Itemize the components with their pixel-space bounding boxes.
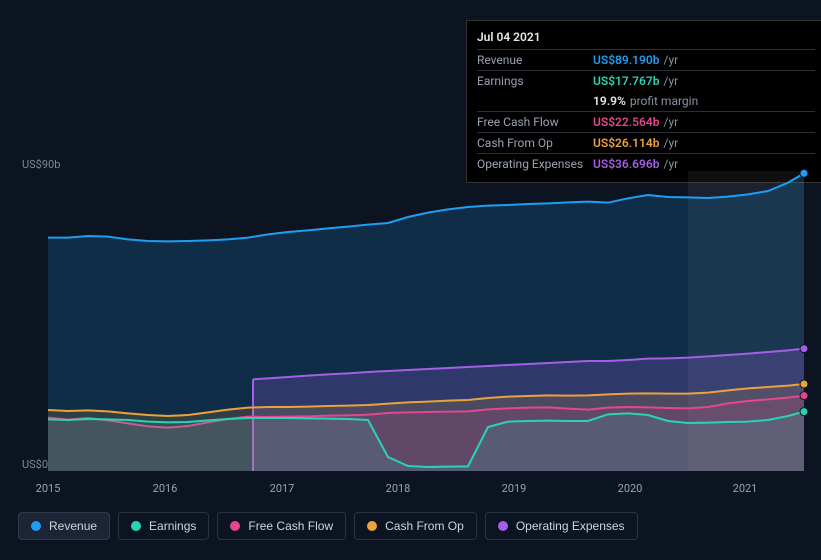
tooltip-row-label: Revenue — [477, 53, 593, 67]
x-axis-tick: 2021 — [733, 482, 758, 495]
legend-swatch — [230, 521, 240, 531]
legend-label: Earnings — [149, 519, 196, 533]
tooltip-row-unit: /yr — [664, 115, 679, 129]
legend-item-operating-expenses[interactable]: Operating Expenses — [485, 512, 638, 540]
tooltip-row: Cash From OpUS$26.114b/yr — [477, 132, 815, 153]
x-axis-tick: 2017 — [270, 482, 295, 495]
tooltip-row-unit: profit margin — [630, 94, 698, 108]
tooltip-row-value: US$22.564b — [593, 115, 660, 129]
legend-swatch — [498, 521, 508, 531]
tooltip-row: RevenueUS$89.190b/yr — [477, 49, 815, 70]
legend-item-free-cash-flow[interactable]: Free Cash Flow — [217, 512, 346, 540]
chart-svg — [0, 155, 821, 475]
chart-legend: Revenue Earnings Free Cash Flow Cash From O… — [18, 512, 638, 540]
legend-label: Operating Expenses — [516, 519, 625, 533]
x-axis: 2015 2016 2017 2018 2019 2020 2021 — [0, 482, 821, 500]
legend-label: Revenue — [49, 519, 97, 533]
tooltip-row-unit: /yr — [664, 136, 679, 150]
x-axis-tick: 2016 — [153, 482, 178, 495]
chart-plot-area[interactable] — [0, 155, 821, 500]
legend-item-cash-from-op[interactable]: Cash From Op — [354, 512, 477, 540]
legend-swatch — [31, 521, 41, 531]
x-axis-tick: 2015 — [36, 482, 61, 495]
financial-history-chart: Jul 04 2021 RevenueUS$89.190b/yrEarnings… — [0, 0, 821, 560]
tooltip-row: Free Cash FlowUS$22.564b/yr — [477, 111, 815, 132]
tooltip-row-label: Free Cash Flow — [477, 115, 593, 129]
x-axis-tick: 2018 — [386, 482, 411, 495]
tooltip-row-label: Earnings — [477, 74, 593, 88]
tooltip-row: EarningsUS$17.767b/yr — [477, 70, 815, 91]
tooltip-row: 19.9% profit margin — [477, 91, 815, 111]
tooltip-row-unit: /yr — [664, 74, 679, 88]
tooltip-row-value: US$89.190b — [593, 53, 660, 67]
tooltip-row-unit: /yr — [664, 53, 679, 67]
legend-item-earnings[interactable]: Earnings — [118, 512, 209, 540]
tooltip-row-value: 19.9% — [593, 94, 626, 108]
tooltip-date: Jul 04 2021 — [477, 27, 815, 49]
legend-item-revenue[interactable]: Revenue — [18, 512, 110, 540]
legend-label: Free Cash Flow — [248, 519, 333, 533]
legend-swatch — [367, 521, 377, 531]
tooltip-row-value: US$17.767b — [593, 74, 660, 88]
x-axis-tick: 2020 — [618, 482, 643, 495]
legend-label: Cash From Op — [385, 519, 464, 533]
tooltip-row-label: Cash From Op — [477, 136, 593, 150]
tooltip-row-value: US$26.114b — [593, 136, 660, 150]
x-axis-tick: 2019 — [502, 482, 527, 495]
legend-swatch — [131, 521, 141, 531]
